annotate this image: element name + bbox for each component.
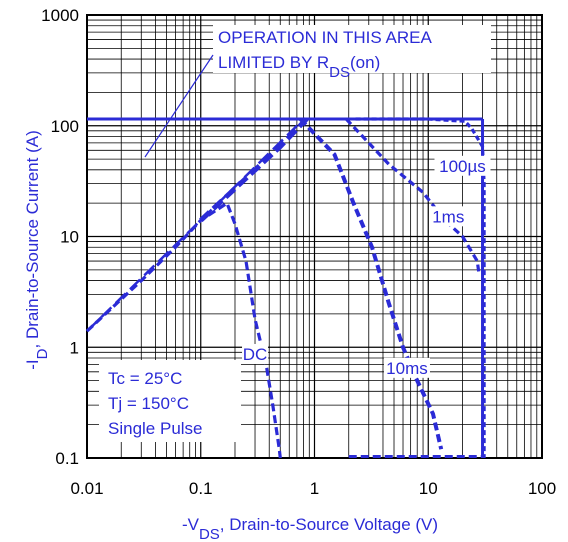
- series-line-1ms: [345, 117, 481, 276]
- y-tick-label: 1: [70, 338, 79, 357]
- y-tick-label: 1000: [41, 6, 79, 25]
- rds-annotation-pointer: [144, 54, 214, 158]
- x-tick-label: 0.01: [70, 479, 103, 498]
- series-label-bg: [434, 155, 491, 176]
- plot-frame: [86, 14, 543, 459]
- rds-annotation-bg: [213, 25, 491, 73]
- series-label-bg: [242, 343, 269, 364]
- series-label: 10ms: [386, 359, 428, 378]
- x-axis-title: -VDS, Drain-to-Source Voltage (V): [182, 515, 438, 542]
- plot-border: [86, 14, 543, 459]
- y-tick-label: 10: [60, 228, 79, 247]
- x-tick-label: 1: [310, 479, 319, 498]
- y-tick-label: 100: [51, 117, 79, 136]
- series-line-10ms: [298, 117, 444, 450]
- series-label: 1ms: [432, 207, 464, 226]
- x-tick-label: 0.1: [189, 479, 213, 498]
- grid: [86, 15, 542, 459]
- series-label: 100µs: [439, 157, 486, 176]
- condition-text: Tj = 150°C: [108, 394, 189, 413]
- rds-annotation-line1: OPERATION IN THIS AREA: [218, 28, 432, 47]
- x-tick-label: 100: [528, 479, 556, 498]
- condition-text: Tc = 25°C: [108, 369, 182, 388]
- x-tick-label: 10: [419, 479, 438, 498]
- series-line-dc: [85, 201, 282, 459]
- series-label: DC: [243, 345, 268, 364]
- y-axis-title: -ID, Drain-to-Source Current (A): [23, 130, 51, 369]
- annotations: 100µs 1ms 10ms DC OPERATION IN THIS AREA LIMI…: [99, 25, 491, 442]
- rds-annotation-line2: LIMITED BY RDS(on): [218, 53, 380, 81]
- series-line-100-s: [355, 117, 486, 458]
- series-label-bg: [383, 357, 430, 378]
- x-tick-labels: 0.01 0.1 1 10 100: [70, 479, 556, 498]
- series-label-bg: [430, 206, 467, 227]
- series-line-dc-boundary: [199, 117, 309, 223]
- y-tick-label: 0.1: [55, 449, 79, 468]
- y-tick-labels: 0.1 1 10 100 1000: [41, 6, 79, 468]
- conditions-bg: [99, 360, 241, 442]
- series-line-rds-on-limit: [86, 117, 308, 332]
- condition-text: Single Pulse: [108, 419, 203, 438]
